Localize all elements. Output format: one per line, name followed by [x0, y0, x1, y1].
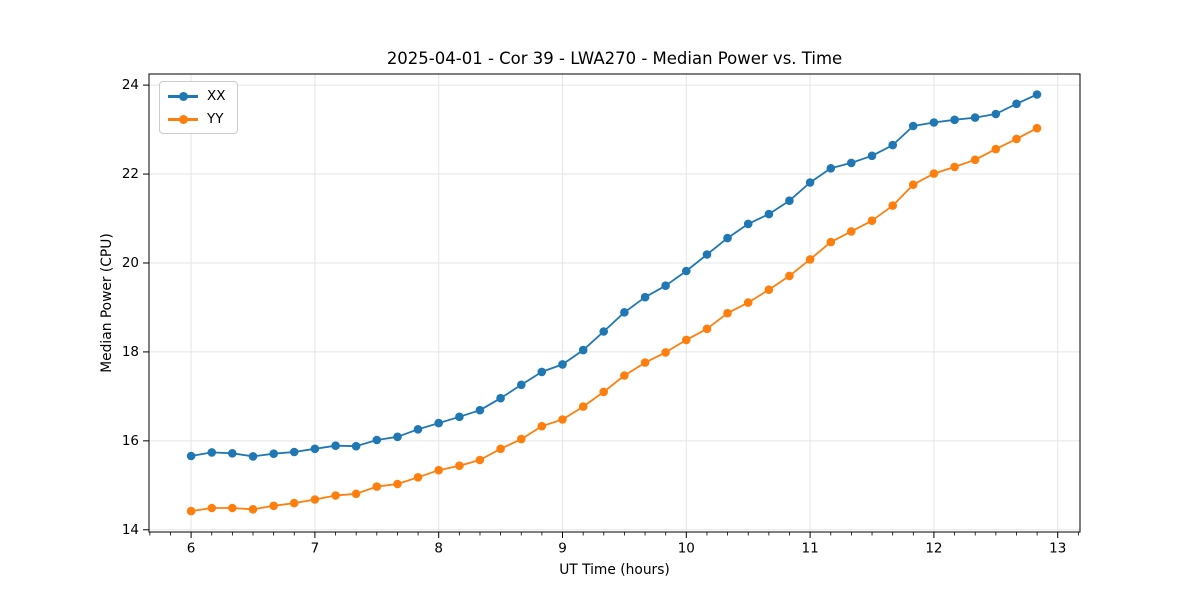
svg-text:7: 7: [311, 541, 320, 557]
legend-sample: [168, 114, 198, 124]
svg-text:14: 14: [122, 522, 139, 538]
legend-item-xx: XX: [168, 88, 226, 104]
svg-text:16: 16: [122, 433, 139, 449]
svg-text:18: 18: [122, 344, 139, 360]
svg-text:22: 22: [122, 166, 139, 182]
svg-text:9: 9: [558, 541, 567, 557]
svg-text:8: 8: [434, 541, 443, 557]
legend-label: YY: [207, 111, 224, 127]
svg-text:12: 12: [925, 541, 942, 557]
x-axis-label: UT Time (hours): [559, 562, 670, 578]
legend-label: XX: [207, 88, 226, 104]
legend: XX YY: [159, 81, 238, 134]
svg-text:11: 11: [802, 541, 819, 557]
legend-marker-dot-icon: [178, 91, 188, 101]
svg-text:24: 24: [122, 77, 139, 93]
svg-text:13: 13: [1049, 541, 1066, 557]
legend-sample: [168, 91, 198, 101]
y-axis-label: Median Power (CPU): [99, 233, 115, 373]
svg-text:20: 20: [122, 255, 139, 271]
svg-text:6: 6: [187, 541, 196, 557]
legend-marker-dot-icon: [178, 114, 188, 124]
chart-title: 2025-04-01 - Cor 39 - LWA270 - Median Po…: [386, 49, 843, 68]
svg-text:10: 10: [678, 541, 695, 557]
legend-item-yy: YY: [168, 111, 226, 127]
